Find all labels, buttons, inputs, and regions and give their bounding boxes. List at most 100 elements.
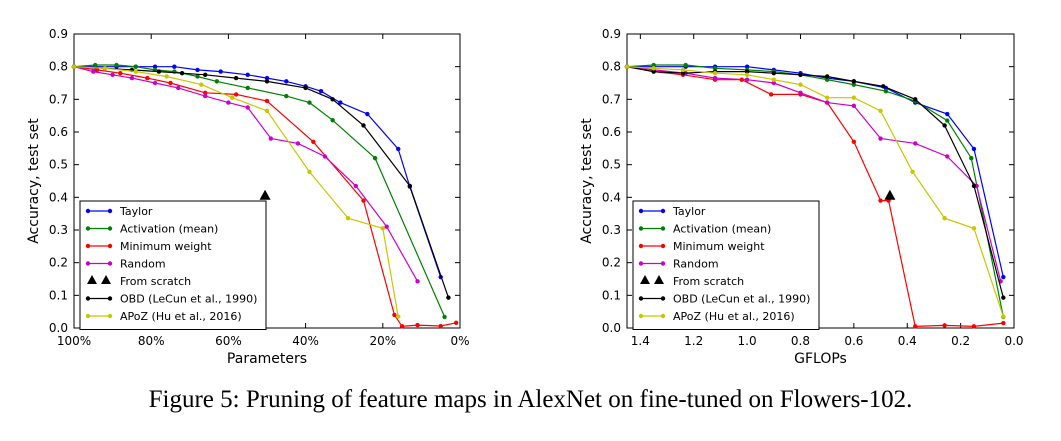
legend-marker: [660, 313, 666, 319]
data-point: [913, 97, 918, 102]
legend-marker: [640, 275, 650, 284]
data-point: [384, 224, 389, 229]
data-point: [771, 77, 776, 82]
data-point: [118, 71, 123, 76]
series-apoz-hu-et-al-2016: [71, 64, 401, 319]
data-point: [824, 74, 830, 79]
data-point: [307, 100, 312, 105]
data-point: [442, 314, 447, 320]
y-tick-label: 0.0: [49, 321, 68, 335]
data-point: [851, 139, 857, 144]
y-tick-label: 0.1: [49, 288, 68, 302]
data-point: [651, 69, 656, 74]
data-point: [942, 216, 947, 221]
data-point: [93, 62, 98, 68]
data-point: [156, 69, 162, 74]
data-point: [176, 85, 181, 91]
data-point: [744, 64, 750, 69]
data-point: [913, 141, 918, 146]
legend-item: OBD (LeCun et al., 1990): [638, 293, 810, 306]
data-point: [824, 95, 830, 100]
legend-marker: [107, 226, 113, 231]
legend: Taylor Activation (mean) Minimum weight Ran…: [632, 200, 820, 330]
data-point: [259, 189, 271, 200]
data-point: [322, 154, 328, 159]
legend-marker: [107, 243, 113, 249]
data-point: [438, 323, 443, 329]
series-line: [626, 66, 1002, 282]
legend-marker: [638, 208, 644, 214]
data-point: [353, 183, 358, 189]
data-point: [396, 146, 401, 152]
y-tick-label: 0.7: [602, 92, 621, 106]
series-line: [626, 66, 1004, 298]
x-tick-label: 0%: [450, 334, 469, 348]
data-point: [318, 88, 324, 94]
legend-item: Random: [638, 258, 719, 271]
legend-marker: [87, 275, 97, 284]
data-point: [172, 64, 177, 69]
legend-label: Taylor: [672, 205, 706, 218]
y-tick-label: 0.9: [602, 27, 621, 41]
data-point: [407, 183, 413, 189]
data-point: [330, 97, 335, 102]
data-point: [365, 111, 370, 117]
data-point: [295, 141, 301, 146]
data-point: [878, 108, 883, 113]
plot-frame: [626, 33, 1015, 329]
legend-item: From scratch: [640, 275, 744, 288]
data-point: [1001, 320, 1006, 326]
data-point: [307, 169, 312, 175]
series-from-scratch: [884, 189, 896, 200]
x-tick-label: 20%: [369, 334, 396, 348]
series-random: [71, 64, 420, 284]
data-point: [651, 66, 656, 71]
legend-label: Minimum weight: [120, 240, 212, 253]
charts-canvas: 0.0 0.1 0.2 0.3 0.4 0.5 0.6 0.7 0.8 0.9 100% 80% 60%…: [26, 27, 1024, 367]
data-point: [1001, 274, 1006, 280]
legend-item: APoZ (Hu et al., 2016): [85, 310, 242, 323]
data-point: [264, 75, 270, 81]
x-tick-label: 0.0: [1004, 334, 1023, 348]
series-line: [626, 66, 1004, 317]
data-point: [179, 71, 185, 76]
data-point: [91, 69, 96, 74]
data-point: [971, 226, 977, 231]
y-tick-label: 0.6: [602, 125, 621, 139]
series-minimum-weight: [71, 64, 459, 329]
data-point: [881, 84, 886, 89]
y-tick-label: 0.5: [602, 158, 621, 172]
data-point: [195, 74, 200, 79]
data-point: [284, 79, 289, 84]
data-point: [824, 100, 830, 105]
x-tick-label: 1.0: [738, 334, 757, 348]
data-point: [152, 80, 158, 86]
data-point: [338, 100, 343, 105]
data-point: [712, 71, 718, 76]
legend-marker: [101, 275, 111, 284]
legend-marker: [107, 208, 113, 214]
data-point: [233, 92, 239, 97]
y-tick-label: 0.4: [602, 190, 621, 204]
plot-frame: [73, 33, 461, 329]
data-point: [168, 80, 173, 86]
legend-item: APoZ (Hu et al., 2016): [638, 310, 795, 323]
data-point: [399, 324, 405, 329]
data-point: [878, 198, 883, 203]
series-apoz-hu-et-al-2016: [624, 64, 1006, 319]
data-point: [851, 79, 857, 84]
legend-marker: [85, 226, 91, 231]
data-point: [102, 66, 108, 71]
legend-item: Minimum weight: [85, 240, 212, 253]
x-tick-label: 0.4: [898, 334, 917, 348]
y-tick-label: 0.9: [49, 27, 68, 41]
data-point: [680, 71, 686, 76]
y-tick-label: 0.1: [602, 288, 621, 302]
x-tick-label: 1.4: [631, 334, 650, 348]
data-point: [114, 62, 119, 68]
data-point: [214, 79, 220, 84]
data-point: [303, 85, 308, 91]
x-tick-label: 100%: [57, 334, 91, 348]
data-point: [712, 66, 718, 71]
legend-marker: [654, 275, 664, 284]
